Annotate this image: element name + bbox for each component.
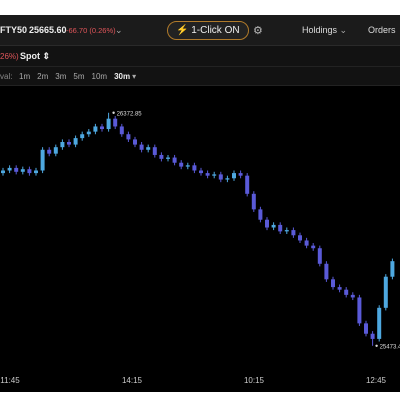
- low-marker-dot: [375, 344, 378, 348]
- candle-body: [119, 126, 124, 135]
- candle-body: [146, 147, 151, 150]
- holdings-menu[interactable]: Holdings ⌄: [302, 24, 348, 35]
- x-tick-label: 10:15: [244, 376, 265, 385]
- candle-body: [218, 174, 223, 180]
- candle-body: [53, 147, 58, 154]
- top-bar: FTY50 25665.60 -66.70 (0.26%) ⌄ ⚡ 1-Clic…: [0, 15, 400, 46]
- candle-body: [298, 235, 302, 241]
- symbol[interactable]: FTY50: [0, 25, 28, 35]
- candle-body: [324, 263, 329, 280]
- candle-body: [350, 294, 355, 298]
- candle-body: [245, 175, 250, 194]
- one-click-label: 1-Click ON: [191, 24, 240, 36]
- chart: 26372.85 25473.4 11:45 14:15 10:15 12:45: [0, 111, 400, 385]
- high-label: 26372.85: [117, 111, 143, 117]
- candle-body: [27, 169, 32, 174]
- candle-body: [126, 134, 131, 140]
- interval-bar: val: 1m 2m 3m 5m 10m 30m ▾: [0, 67, 400, 86]
- candle-body: [100, 126, 104, 130]
- candle-body: [139, 144, 144, 150]
- candle-body: [304, 240, 309, 246]
- candle-body: [238, 173, 243, 176]
- x-tick-label: 11:45: [0, 376, 20, 385]
- interval-caret[interactable]: ▾: [132, 71, 137, 81]
- candle-body: [1, 170, 5, 174]
- candle-body: [67, 142, 71, 145]
- high-marker-dot: [112, 111, 115, 114]
- interval-options: 1m 2m 3m 5m 10m 30m ▾: [19, 72, 136, 81]
- candle-body: [47, 149, 52, 154]
- candle-body: [251, 193, 256, 210]
- candle-body: [93, 126, 98, 132]
- candle-body: [390, 261, 395, 277]
- candle-body: [337, 287, 342, 290]
- candle-body: [199, 170, 203, 174]
- candle-body: [7, 167, 12, 171]
- candle-body: [106, 118, 111, 130]
- candle-body: [212, 174, 217, 176]
- candle-body: [80, 134, 85, 139]
- interval-option[interactable]: 3m: [55, 71, 67, 81]
- candle-body: [317, 248, 322, 264]
- candle-body: [179, 162, 184, 167]
- candle-body: [192, 165, 197, 171]
- candle-body: [377, 307, 382, 339]
- price: 25665.60: [29, 25, 67, 35]
- candle-body: [344, 289, 349, 295]
- candle-body: [291, 230, 296, 236]
- candle-body: [185, 165, 190, 167]
- candle-body: [311, 245, 316, 249]
- dropdown-arrow[interactable]: ⌄: [115, 24, 123, 35]
- candle-body: [166, 157, 170, 159]
- candle-body: [86, 131, 91, 135]
- candle-body: [14, 167, 19, 172]
- candle-body: [383, 276, 388, 308]
- candle-body: [20, 169, 25, 172]
- candle-body: [265, 219, 269, 228]
- candle-body: [232, 173, 236, 179]
- candle-body: [205, 173, 210, 176]
- one-click-button[interactable]: ⚡ 1-Click ON: [167, 20, 249, 40]
- candle-body: [258, 209, 263, 220]
- settings-icon[interactable]: ⚙: [253, 24, 263, 37]
- interval-label: val:: [0, 71, 13, 81]
- interval-option[interactable]: 10m: [91, 71, 108, 81]
- candle-body: [278, 224, 283, 232]
- low-label: 25473.4: [380, 344, 400, 350]
- change-tail: 26%): [0, 51, 19, 61]
- candle-body: [73, 138, 78, 145]
- candle-body: [370, 333, 375, 339]
- candle-body: [34, 170, 38, 174]
- interval-option[interactable]: 2m: [37, 71, 49, 81]
- candle-body: [271, 224, 276, 228]
- candle-body: [172, 157, 177, 163]
- candle-body: [113, 118, 118, 127]
- candle-body: [364, 323, 368, 334]
- spot-selector[interactable]: Spot ⇕: [20, 50, 51, 61]
- trading-app: FTY50 25665.60 -66.70 (0.26%) ⌄ ⚡ 1-Clic…: [0, 15, 400, 392]
- candle-body: [40, 149, 45, 171]
- orders-menu[interactable]: Orders: [368, 25, 396, 35]
- x-tick-label: 12:45: [366, 376, 387, 385]
- candle-body: [357, 297, 362, 324]
- change: -66.70 (0.26%): [66, 25, 116, 35]
- candle-body: [152, 147, 157, 155]
- interval-option[interactable]: 1m: [19, 71, 31, 81]
- interval-option[interactable]: 5m: [73, 71, 85, 81]
- candle-body: [60, 142, 65, 148]
- candle-body: [225, 178, 230, 180]
- candle-body: [159, 154, 164, 159]
- candle-body: [133, 139, 137, 145]
- candle-body: [331, 279, 335, 288]
- spot-label: Spot: [20, 50, 40, 61]
- x-tick-label: 14:15: [122, 376, 143, 385]
- holdings-label: Holdings: [302, 24, 338, 35]
- interval-option[interactable]: 30m: [114, 71, 131, 81]
- sub-bar: 26%) Spot ⇕: [0, 46, 400, 67]
- candle-body: [284, 230, 289, 232]
